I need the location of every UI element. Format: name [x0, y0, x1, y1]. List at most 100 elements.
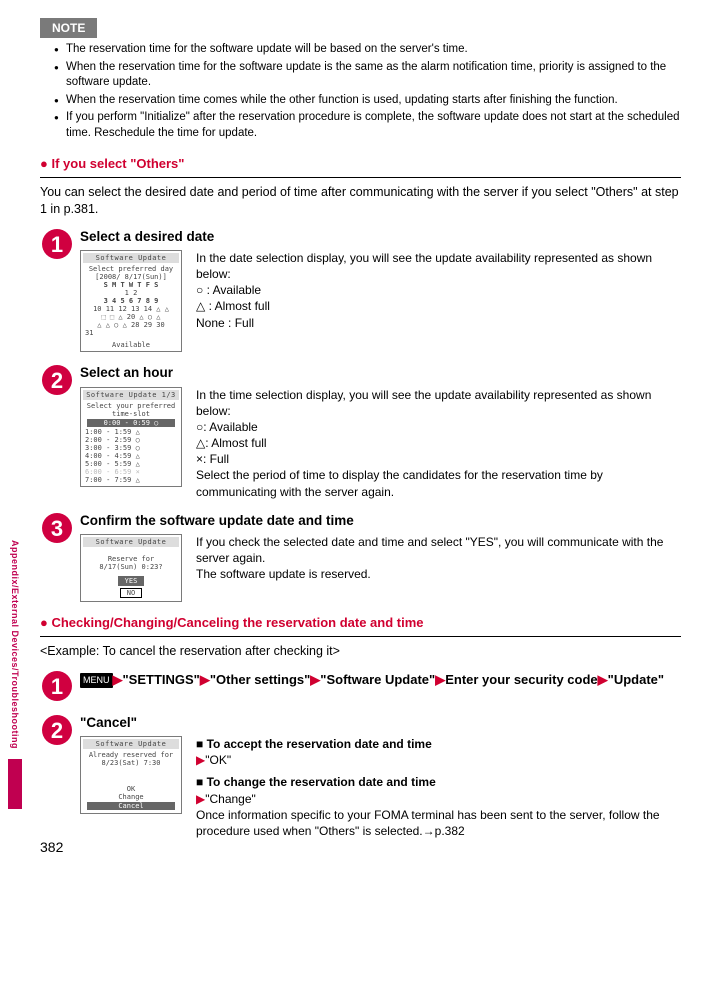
accept-action: "OK" [205, 753, 231, 767]
step-1-title: Select a desired date [80, 228, 681, 246]
symbol-line: △ : Almost full [196, 298, 681, 314]
ss-line: 2:00 - 2:59 ○ [85, 436, 177, 444]
arrow-icon: ▶ [310, 672, 320, 687]
nav-part: "SETTINGS" [123, 672, 200, 687]
arrow-icon: ▶ [598, 672, 608, 687]
ss-line: 1:00 - 1:59 △ [85, 428, 177, 436]
section-heading-check: Checking/Changing/Canceling the reservat… [40, 614, 681, 632]
ss-line: ⬚ ⬚ △ 20 △ ○ △ [85, 313, 177, 321]
accept-heading: To accept the reservation date and time [196, 736, 681, 752]
step-number-2: 2 [40, 364, 74, 396]
nav-part: "Update" [608, 672, 664, 687]
ss-title: Software Update [83, 537, 179, 547]
svg-text:1: 1 [51, 674, 63, 699]
note-list: The reservation time for the software up… [54, 42, 681, 141]
side-tab: Appendix/External Devices/Troubleshootin… [6, 540, 24, 809]
ss-line: 6:00 - 6:59 × [85, 468, 177, 476]
step-2-title: Select an hour [80, 364, 681, 382]
step-number-2b: 2 [40, 714, 74, 746]
ss-button-no: NO [120, 588, 142, 598]
step-cancel-title: "Cancel" [80, 714, 681, 732]
ss-line: OK [85, 785, 177, 793]
ss-line-selected: 0:00 - 0:59 ○ [87, 419, 175, 427]
step-2-screenshot: Software Update 1/3 Select your preferre… [80, 387, 182, 488]
step-text-line: If you check the selected date and time … [196, 534, 681, 566]
step-number-3: 3 [40, 512, 74, 544]
step-text-line: The software update is reserved. [196, 566, 681, 582]
ss-title: Software Update [83, 739, 179, 749]
svg-text:3: 3 [51, 516, 63, 541]
ss-button-yes: YES [118, 576, 145, 586]
symbol-line: ○: Available [196, 419, 681, 435]
divider [40, 177, 681, 178]
step-1-screenshot: Software Update Select preferred day [20… [80, 250, 182, 353]
note-item: The reservation time for the software up… [54, 42, 681, 58]
ss-title: Software Update [83, 253, 179, 263]
arrow-icon: ▶ [435, 672, 445, 687]
arrow-icon: ▶ [196, 792, 205, 806]
ss-line: 8/17(Sun) 0:23? [85, 563, 177, 571]
step-number-1b: 1 [40, 670, 74, 702]
step-3-text: If you check the selected date and time … [196, 534, 681, 583]
ss-line: 8/23(Sat) 7:30 [85, 759, 177, 767]
nav-part: Enter your security code [445, 672, 597, 687]
change-text: Once information specific to your FOMA t… [196, 807, 681, 839]
ss-line: [2008/ 8/17(Sun)] [85, 273, 177, 281]
step-3-title: Confirm the software update date and tim… [80, 512, 681, 530]
symbol-line: ○ : Available [196, 282, 681, 298]
ss-line: 1 2 [85, 289, 177, 297]
step-1: 1 Select a desired date Software Update … [40, 228, 681, 353]
svg-text:1: 1 [51, 232, 63, 257]
svg-text:2: 2 [51, 718, 63, 743]
arrow-icon: ▶ [113, 672, 123, 687]
nav-path: MENU▶"SETTINGS"▶"Other settings"▶"Softwa… [80, 670, 681, 690]
ss-line: Select your preferred time-slot [85, 402, 177, 418]
ss-line: △ △ ○ △ 28 29 30 [85, 321, 177, 329]
symbol-line: None : Full [196, 315, 681, 331]
side-tab-label: Appendix/External Devices/Troubleshootin… [9, 540, 21, 749]
change-heading: To change the reservation date and time [196, 774, 681, 790]
step-cancel-text: To accept the reservation date and time … [196, 736, 681, 845]
ss-line: 4:00 - 4:59 △ [85, 452, 177, 460]
svg-text:2: 2 [51, 368, 63, 393]
step-text-intro: In the date selection display, you will … [196, 250, 681, 282]
ss-line: Reserve for [85, 555, 177, 563]
arrow-icon: ▶ [200, 672, 210, 687]
ss-line: S M T W T F S [85, 281, 177, 289]
divider [40, 636, 681, 637]
note-block: NOTE The reservation time for the softwa… [40, 18, 681, 141]
nav-part: "Software Update" [320, 672, 435, 687]
ss-line: 31 [85, 329, 177, 337]
step-number-1: 1 [40, 228, 74, 260]
note-item: When the reservation time comes while th… [54, 93, 681, 109]
ss-line: 7:00 - 7:59 △ [85, 476, 177, 484]
step-3-screenshot: Software Update Reserve for 8/17(Sun) 0:… [80, 534, 182, 602]
section-heading-others: If you select "Others" [40, 155, 681, 173]
step-nav: 1 MENU▶"SETTINGS"▶"Other settings"▶"Soft… [40, 670, 681, 702]
step-2: 2 Select an hour Software Update 1/3 Sel… [40, 364, 681, 500]
note-item: When the reservation time for the softwa… [54, 60, 681, 91]
step-cancel: 2 "Cancel" Software Update Already reser… [40, 714, 681, 845]
menu-icon: MENU [80, 673, 113, 689]
step-3: 3 Confirm the software update date and t… [40, 512, 681, 602]
ss-line-selected: Cancel [87, 802, 175, 810]
ss-line: 5:00 - 5:59 △ [85, 460, 177, 468]
example-label: <Example: To cancel the reservation afte… [40, 643, 681, 660]
ss-line: 3 4 5 6 7 8 9 [85, 297, 177, 305]
step-2-text: In the time selection display, you will … [196, 387, 681, 500]
arrow-icon: ▶ [196, 753, 205, 767]
step-text-tail: Select the period of time to display the… [196, 467, 681, 499]
ss-title: Software Update 1/3 [83, 390, 179, 400]
change-action: "Change" [205, 792, 256, 806]
ss-line: 10 11 12 13 14 △ △ [85, 305, 177, 313]
side-tab-marker [8, 759, 22, 809]
page-number: 382 [40, 838, 63, 857]
step-cancel-screenshot: Software Update Already reserved for 8/2… [80, 736, 182, 814]
section-intro: You can select the desired date and peri… [40, 184, 681, 218]
step-1-text: In the date selection display, you will … [196, 250, 681, 331]
symbol-line: △: Almost full [196, 435, 681, 451]
nav-part: "Other settings" [210, 672, 310, 687]
ss-line: 3:00 - 3:59 ○ [85, 444, 177, 452]
ss-line: Change [85, 793, 177, 801]
step-text-intro: In the time selection display, you will … [196, 387, 681, 419]
